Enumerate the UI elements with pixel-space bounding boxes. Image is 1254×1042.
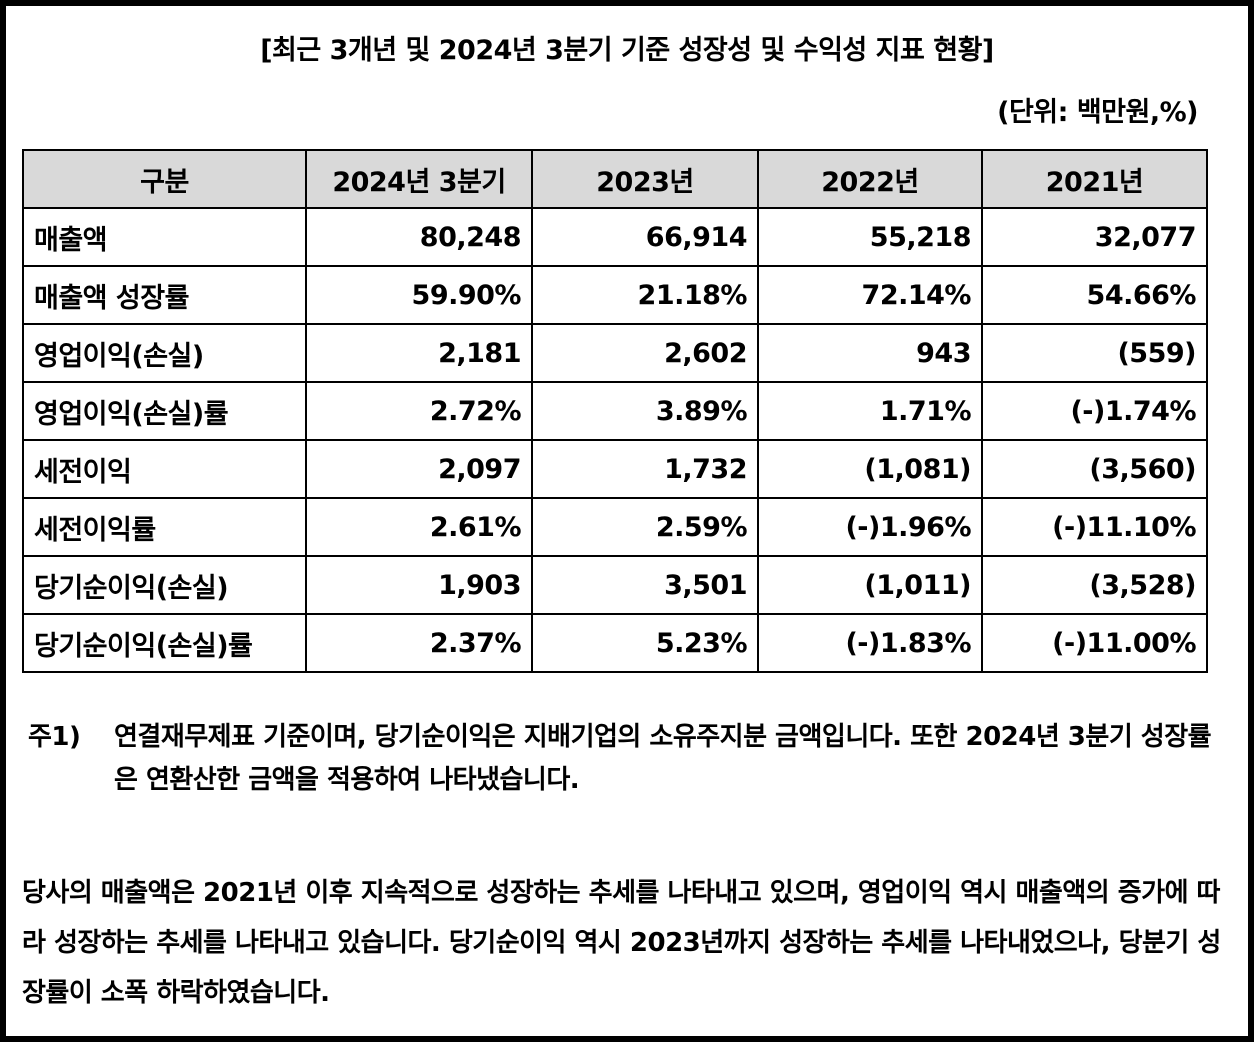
table-cell: 2,181 (305, 323, 533, 383)
table-cell: 66,914 (531, 207, 759, 267)
table-cell: 59.90% (305, 265, 533, 325)
table-row: 매출액 80,248 66,914 55,218 32,077 (22, 207, 1208, 267)
footnote-text: 연결재무제표 기준이며, 당기순이익은 지배기업의 소유주지분 금액입니다. 또… (114, 722, 1212, 795)
table-cell: (3,560) (981, 439, 1208, 499)
financial-indicators-table: 구분 2024년 3분기 2023년 2022년 2021년 매출액 80,24… (22, 149, 1208, 673)
table-cell: 21.18% (531, 265, 759, 325)
table-row: 영업이익(손실) 2,181 2,602 943 (559) (22, 323, 1208, 383)
table-cell: 2.61% (305, 497, 533, 557)
table-cell: (1,011) (757, 555, 983, 615)
table-cell: (3,528) (981, 555, 1208, 615)
summary-paragraph: 당사의 매출액은 2021년 이후 지속적으로 성장하는 추세를 나타내고 있으… (22, 878, 1221, 1008)
table-cell: 2,602 (531, 323, 759, 383)
table-cell: 80,248 (305, 207, 533, 267)
table-cell: (-)11.10% (981, 497, 1208, 557)
table-cell: 54.66% (981, 265, 1208, 325)
row-label: 영업이익(손실)률 (22, 381, 307, 441)
row-label: 세전이익 (22, 439, 307, 499)
table-cell: (1,081) (757, 439, 983, 499)
header-2024-q3: 2024년 3분기 (305, 149, 533, 209)
footnote-marker: 주1) (28, 722, 81, 752)
row-label: 당기순이익(손실) (22, 555, 307, 615)
table-row: 당기순이익(손실) 1,903 3,501 (1,011) (3,528) (22, 555, 1208, 615)
table-row: 당기순이익(손실)률 2.37% 5.23% (-)1.83% (-)11.00… (22, 613, 1208, 673)
table-cell: 3,501 (531, 555, 759, 615)
unit-note: (단위: 백만원,%) (997, 97, 1198, 128)
header-category: 구분 (22, 149, 307, 209)
table-cell: 1.71% (757, 381, 983, 441)
row-label: 영업이익(손실) (22, 323, 307, 383)
table-cell: 2,097 (305, 439, 533, 499)
table-cell: (-)11.00% (981, 613, 1208, 673)
document-title: [최근 3개년 및 2024년 3분기 기준 성장성 및 수익성 지표 현황] (260, 35, 994, 66)
table-row: 세전이익률 2.61% 2.59% (-)1.96% (-)11.10% (22, 497, 1208, 557)
table-cell: 2.37% (305, 613, 533, 673)
table-cell: 55,218 (757, 207, 983, 267)
table-cell: 5.23% (531, 613, 759, 673)
table-cell: (-)1.96% (757, 497, 983, 557)
table-cell: 32,077 (981, 207, 1208, 267)
table-cell: (-)1.83% (757, 613, 983, 673)
table-cell: 943 (757, 323, 983, 383)
footnote: 주1) 연결재무제표 기준이며, 당기순이익은 지배기업의 소유주지분 금액입니… (28, 716, 1218, 802)
row-label: 당기순이익(손실)률 (22, 613, 307, 673)
table-cell: 1,732 (531, 439, 759, 499)
row-label: 매출액 성장률 (22, 265, 307, 325)
table-row: 매출액 성장률 59.90% 21.18% 72.14% 54.66% (22, 265, 1208, 325)
table-row: 세전이익 2,097 1,732 (1,081) (3,560) (22, 439, 1208, 499)
table-cell: 2.59% (531, 497, 759, 557)
header-2022: 2022년 (757, 149, 983, 209)
table-cell: 2.72% (305, 381, 533, 441)
table-header-row: 구분 2024년 3분기 2023년 2022년 2021년 (22, 149, 1208, 209)
table-cell: 72.14% (757, 265, 983, 325)
table-cell: 1,903 (305, 555, 533, 615)
table-row: 영업이익(손실)률 2.72% 3.89% 1.71% (-)1.74% (22, 381, 1208, 441)
table-cell: (-)1.74% (981, 381, 1208, 441)
table-cell: 3.89% (531, 381, 759, 441)
row-label: 세전이익률 (22, 497, 307, 557)
header-2023: 2023년 (531, 149, 759, 209)
table-cell: (559) (981, 323, 1208, 383)
row-label: 매출액 (22, 207, 307, 267)
header-2021: 2021년 (981, 149, 1208, 209)
